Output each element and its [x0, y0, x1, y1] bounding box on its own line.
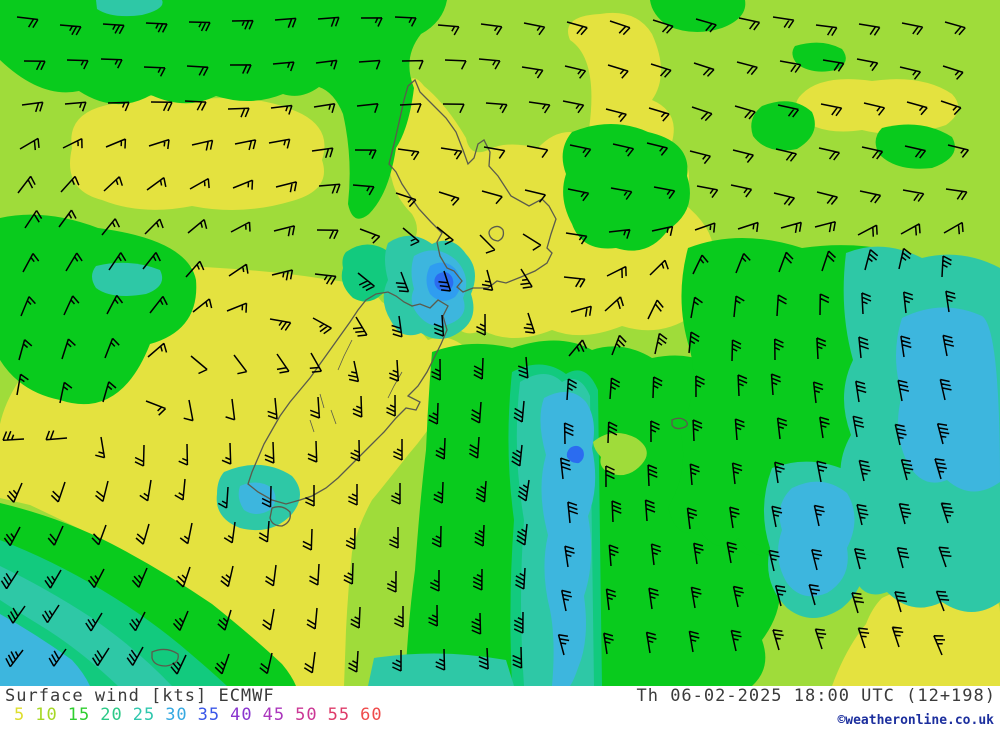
legend-value-5: 5 — [14, 705, 26, 725]
legend-value-50: 50 — [295, 705, 318, 725]
wind-barb-field — [0, 16, 969, 675]
map-datetime: Th 06-02-2025 18:00 UTC (12+198) — [636, 686, 996, 706]
region-lightgreen-swirl-hook — [593, 432, 647, 476]
coast-path-0 — [388, 78, 557, 293]
coast-detail-4 — [309, 419, 315, 433]
region-green-blob-ne3 — [875, 124, 955, 169]
coast-detail-3 — [330, 409, 337, 425]
coast-path-1 — [247, 291, 449, 505]
region-cyan-fiordland-dot — [238, 482, 276, 514]
coast-detail-2 — [319, 393, 325, 409]
wind-speed-legend: 5 10 15 20 25 30 35 40 45 50 55 60 — [14, 705, 393, 725]
region-teal-bottom-strip — [368, 653, 514, 686]
region-teal-left-mid-spot — [92, 262, 163, 296]
region-emerald-tasman — [341, 244, 391, 302]
region-yellow-north-island — [388, 12, 718, 338]
region-green-blob-ne1 — [792, 42, 846, 72]
copyright-link[interactable]: ©weatheronline.co.uk — [837, 713, 994, 728]
region-green-top-band — [0, 0, 447, 219]
region-green-top-right-corner — [650, 0, 746, 33]
wind-barbs — [0, 16, 969, 675]
legend-value-30: 30 — [165, 705, 188, 725]
coastline — [151, 78, 688, 667]
coast-detail-1 — [337, 339, 353, 371]
coast-path-5 — [488, 225, 505, 242]
region-yellow-left-center — [70, 95, 325, 210]
legend-value-20: 20 — [100, 705, 123, 725]
region-blue-swirl-dot — [566, 445, 584, 464]
coast-detail-0 — [387, 371, 403, 399]
wind-speed-map — [0, 0, 1000, 686]
legend-value-25: 25 — [132, 705, 156, 725]
coast-path-4 — [151, 648, 179, 667]
coast-path-3 — [671, 417, 688, 430]
region-green-east-of-ni — [562, 124, 690, 251]
region-cyan-bottom-right-core — [778, 481, 855, 597]
legend-value-40: 40 — [230, 705, 253, 725]
legend-value-45: 45 — [262, 705, 286, 725]
region-cyan-right-core — [896, 307, 1000, 492]
legend-value-10: 10 — [35, 705, 58, 725]
region-green-southwest-band — [0, 503, 296, 686]
legend-value-55: 55 — [327, 705, 351, 725]
legend-value-15: 15 — [67, 705, 91, 725]
region-cyan-southwest-corner — [0, 614, 90, 686]
region-green-left-mid — [0, 214, 197, 405]
coast-path-2 — [269, 506, 291, 527]
footer-bar: Surface wind [kts] ECMWF Th 06-02-2025 1… — [0, 686, 1000, 733]
region-green-blob-ne2 — [751, 101, 815, 151]
region-teal-top-strip — [96, 0, 163, 17]
region-yellow-bottom-right — [832, 586, 1000, 686]
region-cyan-swirl-core — [540, 391, 596, 686]
map-title: Surface wind [kts] ECMWF — [5, 686, 275, 706]
legend-value-60: 60 — [360, 705, 383, 725]
speed-regions — [0, 0, 1000, 686]
region-teal-southwest — [0, 566, 172, 686]
legend-value-35: 35 — [197, 705, 221, 725]
